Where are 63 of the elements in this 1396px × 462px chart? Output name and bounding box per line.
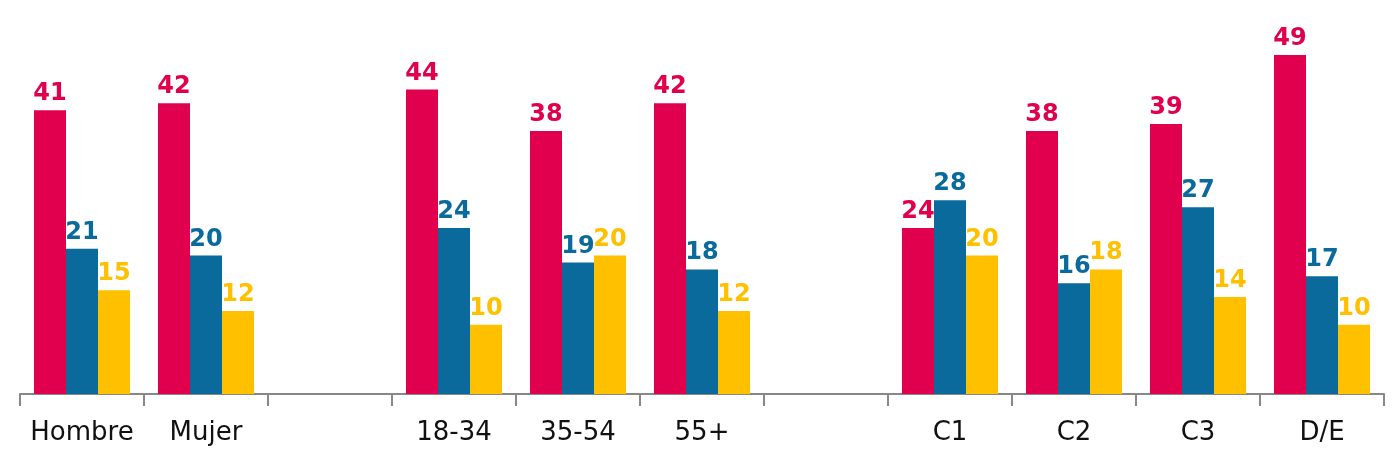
data-label: 17 xyxy=(1305,244,1339,273)
x-tick-label: C1 xyxy=(932,416,968,446)
x-tick-label: D/E xyxy=(1299,416,1345,446)
x-tick-label: 18-34 xyxy=(416,416,492,446)
bar xyxy=(1026,131,1058,394)
bar xyxy=(530,131,562,394)
bar xyxy=(1306,276,1338,394)
bar xyxy=(34,110,66,394)
bar xyxy=(1182,207,1214,394)
data-label: 38 xyxy=(529,99,563,128)
x-tick-label: 35-54 xyxy=(540,416,616,446)
x-tick-label: Hombre xyxy=(30,416,134,446)
data-label: 18 xyxy=(685,237,719,266)
bar xyxy=(438,227,470,394)
data-label: 49 xyxy=(1273,22,1307,51)
bar xyxy=(902,227,934,394)
bar xyxy=(98,290,130,394)
data-label: 15 xyxy=(97,258,131,287)
bar xyxy=(594,255,626,394)
bar xyxy=(966,255,998,394)
data-label: 19 xyxy=(561,230,595,259)
x-tick-label: Mujer xyxy=(169,416,243,446)
x-tick-label: C3 xyxy=(1180,416,1216,446)
bar xyxy=(934,200,966,394)
data-label: 12 xyxy=(221,278,255,307)
data-label: 21 xyxy=(65,216,99,245)
data-label: 16 xyxy=(1057,251,1091,280)
data-label: 10 xyxy=(469,292,503,321)
x-tick-label: 55+ xyxy=(674,416,730,446)
data-label: 20 xyxy=(593,223,627,252)
bar xyxy=(1150,124,1182,394)
data-label: 38 xyxy=(1025,99,1059,128)
bar xyxy=(1090,269,1122,394)
data-label: 10 xyxy=(1337,292,1371,321)
data-label: 14 xyxy=(1213,265,1247,294)
bar xyxy=(470,324,502,394)
bar xyxy=(654,103,686,394)
data-label: 44 xyxy=(405,57,439,86)
bar xyxy=(1274,54,1306,394)
data-label: 24 xyxy=(901,195,935,224)
data-label: 20 xyxy=(965,223,999,252)
data-label: 42 xyxy=(157,71,191,100)
data-label: 28 xyxy=(933,168,967,197)
data-label: 27 xyxy=(1181,175,1215,204)
bar xyxy=(158,103,190,394)
data-label: 39 xyxy=(1149,92,1183,121)
x-tick-label: C2 xyxy=(1056,416,1092,446)
data-label: 12 xyxy=(717,278,751,307)
bar xyxy=(562,262,594,394)
bar xyxy=(686,269,718,394)
data-label: 42 xyxy=(653,71,687,100)
bar xyxy=(1214,297,1246,394)
bar xyxy=(1058,283,1090,394)
bar xyxy=(718,310,750,394)
bar xyxy=(1338,324,1370,394)
data-label: 24 xyxy=(437,195,471,224)
bar xyxy=(66,248,98,394)
bar xyxy=(190,255,222,394)
bar xyxy=(406,89,438,394)
bar xyxy=(222,310,254,394)
data-label: 41 xyxy=(33,78,67,107)
data-label: 20 xyxy=(189,223,223,252)
data-label: 18 xyxy=(1089,237,1123,266)
